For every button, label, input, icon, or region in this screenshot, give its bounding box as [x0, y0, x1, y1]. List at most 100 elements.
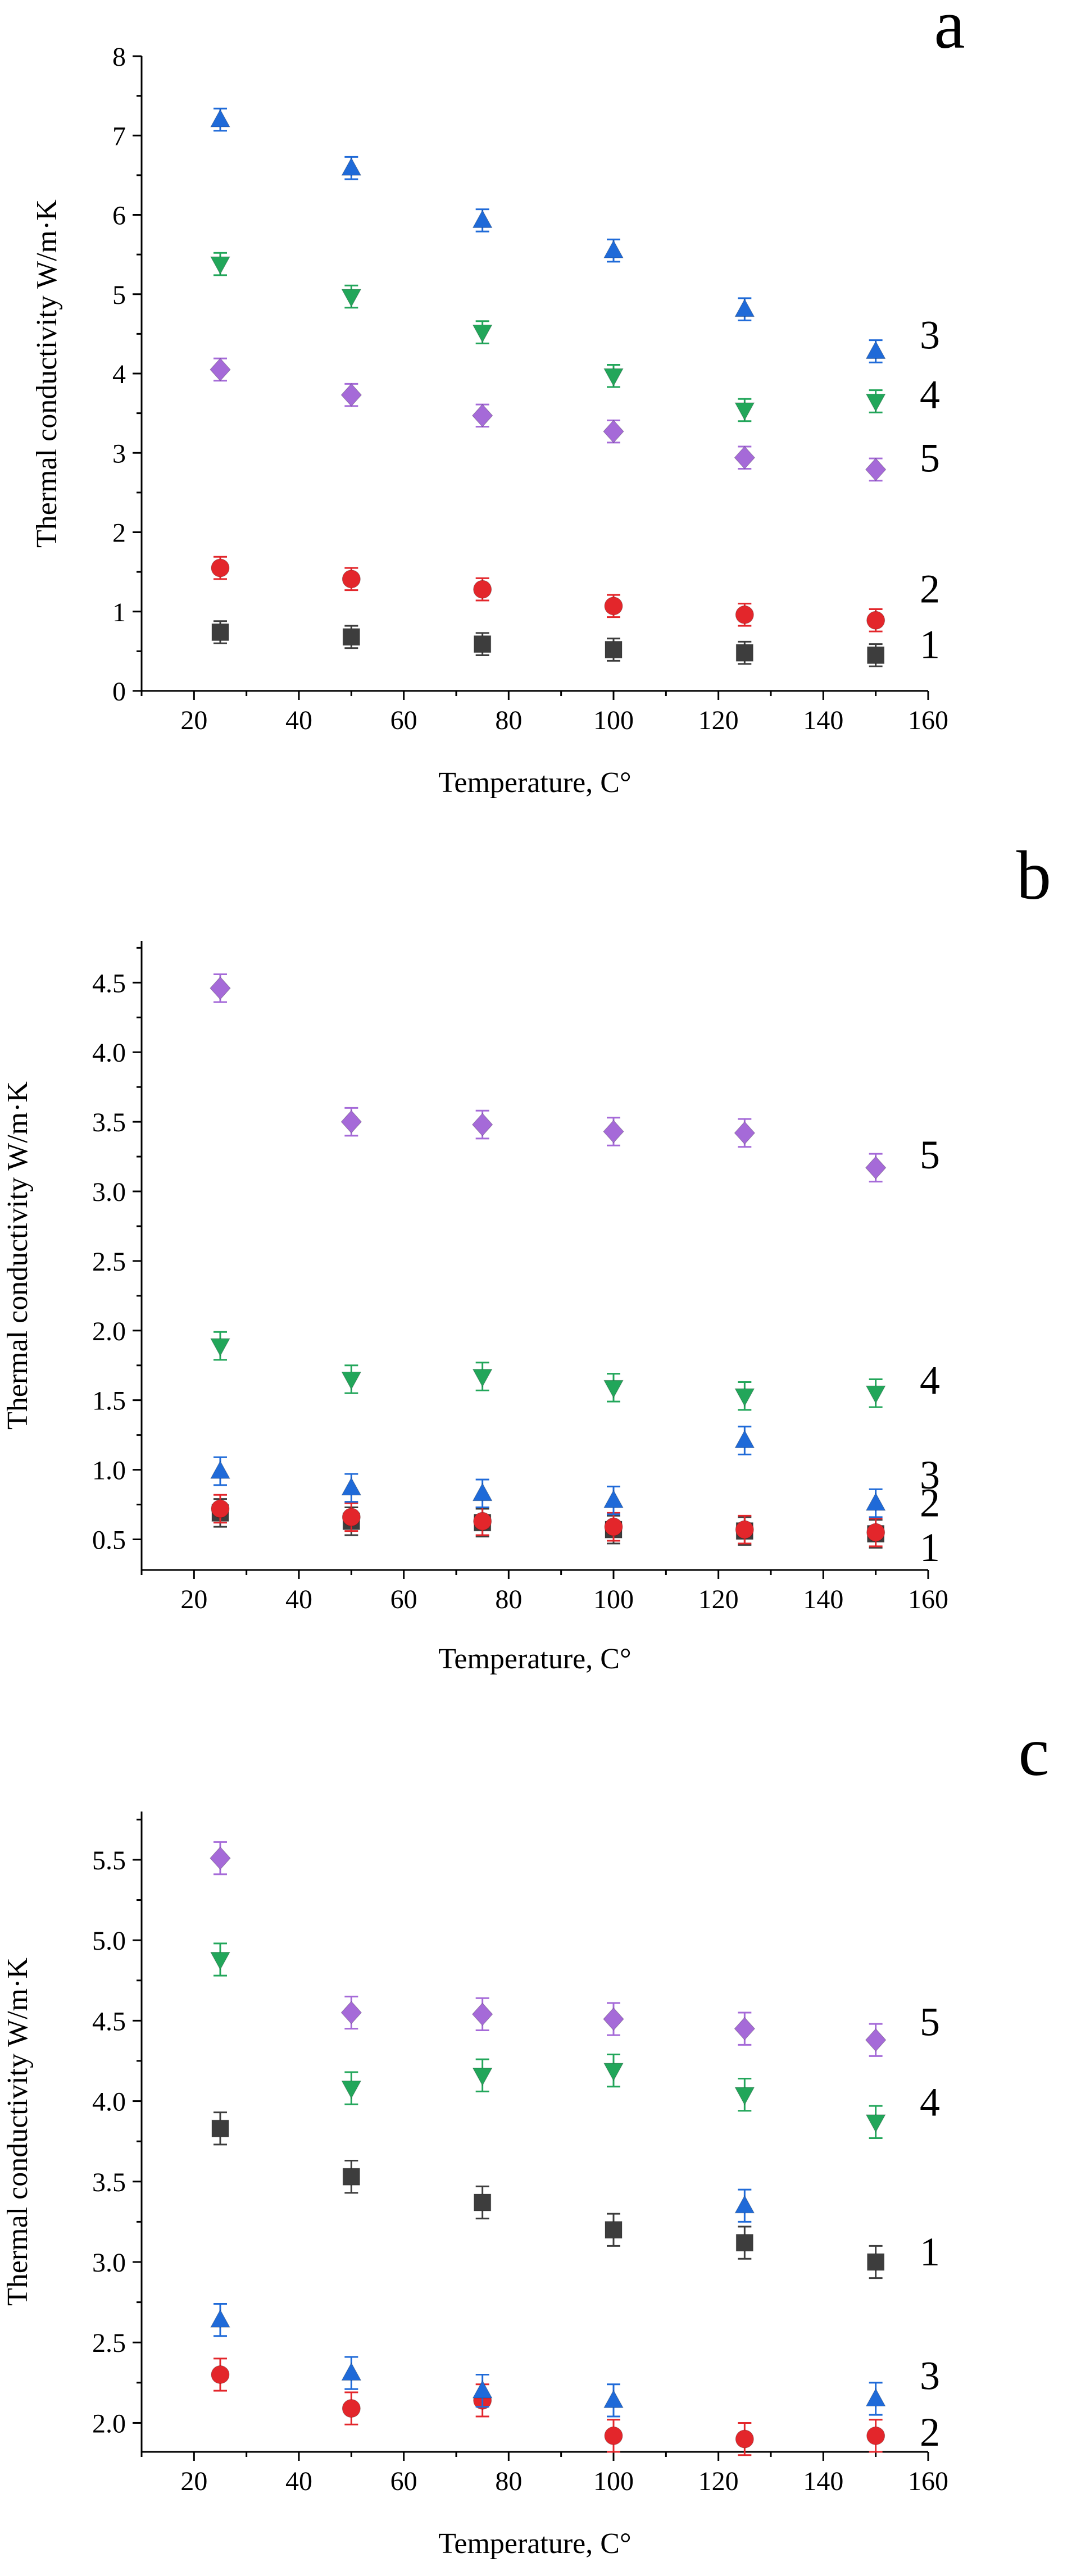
series-3: 3	[210, 1426, 940, 1518]
data-point	[474, 635, 492, 653]
x-axis-title: Temperature, C°	[438, 2528, 631, 2560]
y-tick-label: 2.0	[92, 2409, 126, 2438]
data-point	[603, 2063, 624, 2082]
x-tick-label: 80	[495, 1585, 522, 1614]
y-tick-label: 1	[112, 598, 126, 627]
data-point	[340, 1110, 362, 1134]
x-tick-label: 160	[908, 706, 948, 735]
data-point	[472, 1369, 493, 1387]
data-point	[603, 420, 624, 443]
y-tick-label: 2	[112, 518, 126, 548]
data-point	[866, 2426, 885, 2445]
data-point	[342, 2399, 361, 2418]
series-1: 1	[211, 620, 940, 667]
series-label: 2	[920, 2410, 940, 2455]
data-point	[865, 393, 886, 412]
x-tick-label: 120	[698, 1585, 739, 1614]
data-point	[341, 2081, 362, 2099]
data-point	[734, 298, 755, 317]
data-point	[473, 1512, 492, 1531]
data-point	[340, 2001, 362, 2024]
x-tick-label: 60	[390, 2466, 417, 2496]
y-tick-label: 0	[112, 677, 126, 707]
data-point	[603, 1490, 624, 1508]
data-point	[210, 976, 231, 1000]
panel-letter: b	[1016, 837, 1051, 914]
data-point	[603, 240, 624, 258]
x-tick-label: 60	[390, 706, 417, 735]
data-point	[210, 1460, 230, 1479]
data-point	[603, 368, 624, 387]
series-2: 2	[211, 556, 940, 632]
series-3: 3	[210, 2188, 940, 2418]
series-label: 5	[920, 1999, 940, 2044]
series-4: 4	[210, 1942, 940, 2139]
data-point	[734, 402, 755, 421]
series-2: 2	[211, 1481, 940, 1548]
x-tick-label: 100	[593, 1585, 634, 1614]
data-point	[734, 1388, 755, 1407]
y-axis-title: Thermal conductivity W/m·K	[31, 199, 63, 548]
data-point	[472, 2068, 493, 2086]
data-point	[342, 1508, 361, 1527]
data-point	[865, 1156, 887, 1180]
series-1: 1	[211, 1498, 940, 1570]
y-tick-label: 1.0	[92, 1456, 126, 1486]
x-tick-label: 40	[285, 706, 312, 735]
data-point	[472, 1482, 493, 1501]
data-point	[472, 2380, 493, 2398]
data-point	[735, 2234, 753, 2252]
x-tick-label: 140	[803, 2466, 843, 2496]
data-point	[604, 597, 623, 616]
series-4: 4	[210, 252, 940, 422]
data-point	[341, 289, 362, 308]
data-point	[603, 2390, 624, 2408]
x-tick-label: 20	[180, 706, 207, 735]
data-point	[340, 383, 362, 407]
y-tick-label: 3.0	[92, 1177, 126, 1207]
x-tick-label: 20	[180, 2466, 207, 2496]
data-point	[865, 1385, 886, 1404]
series-label: 3	[920, 1453, 940, 1498]
data-point	[865, 2388, 886, 2406]
data-point	[210, 1338, 230, 1357]
x-tick-label: 40	[285, 2466, 312, 2496]
y-tick-label: 5	[112, 280, 126, 310]
data-point	[865, 340, 886, 359]
y-axis-title: Thermal conductivity W/m·K	[2, 1081, 34, 1430]
series-label: 2	[920, 1481, 940, 1526]
data-point	[865, 1492, 886, 1511]
data-point	[866, 611, 885, 630]
data-point	[735, 644, 753, 662]
x-tick-label: 100	[593, 706, 634, 735]
series-label: 4	[920, 2080, 940, 2125]
data-point	[865, 2114, 886, 2133]
x-tick-label: 120	[698, 706, 739, 735]
series-5: 5	[210, 973, 940, 1183]
series-2: 2	[211, 2357, 940, 2456]
data-point	[735, 1520, 754, 1539]
data-point	[472, 210, 493, 228]
series-label: 1	[920, 2229, 940, 2274]
data-point	[865, 2028, 887, 2052]
y-tick-label: 7	[112, 121, 126, 151]
data-point	[471, 1113, 493, 1136]
data-point	[605, 641, 623, 659]
data-point	[211, 558, 230, 577]
data-point	[210, 108, 230, 128]
series-5: 5	[210, 357, 940, 482]
series-label: 4	[920, 372, 940, 417]
panel-letter: a	[934, 0, 965, 63]
y-tick-label: 8	[112, 42, 126, 72]
y-tick-label: 2.5	[92, 1247, 126, 1277]
data-point	[471, 404, 493, 427]
y-tick-label: 4.5	[92, 968, 126, 998]
x-tick-label: 160	[908, 1585, 948, 1614]
y-tick-label: 5.0	[92, 1926, 126, 1956]
series-label: 3	[920, 2354, 940, 2398]
y-tick-label: 5.5	[92, 1846, 126, 1876]
data-point	[605, 2221, 623, 2239]
series-5: 5	[210, 1841, 940, 2057]
y-tick-label: 4.0	[92, 2087, 126, 2117]
x-tick-label: 140	[803, 1585, 843, 1614]
